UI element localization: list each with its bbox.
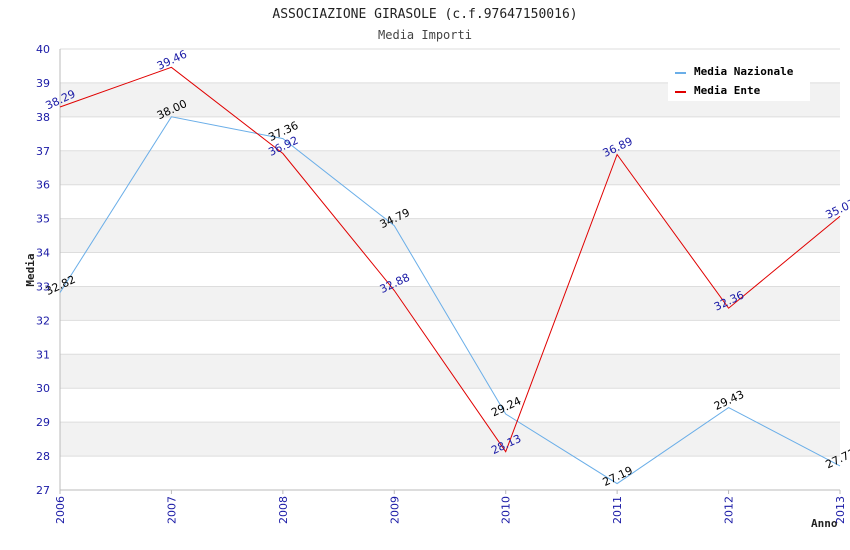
legend-item-media-nazionale: Media Nazionale (675, 65, 794, 78)
series-line-media-nazionale (59, 116, 841, 485)
x-tick-label: 2010 (500, 496, 513, 524)
x-axis-label: Anno (811, 517, 838, 530)
x-tick-label: 2009 (388, 496, 401, 524)
y-tick-label: 39 (36, 77, 50, 90)
x-axis-ticks: 2006 2007 2008 2009 2010 2011 2012 2013 (54, 490, 847, 524)
y-tick-label: 40 (36, 43, 50, 56)
y-tick-label: 37 (36, 145, 50, 158)
grid-band (60, 422, 840, 457)
y-tick-label: 28 (36, 450, 50, 463)
grid-band (60, 218, 840, 253)
grid-band (60, 252, 840, 287)
y-tick-label: 29 (36, 416, 50, 429)
legend-label-media-nazionale: Media Nazionale (694, 65, 794, 78)
x-tick-label: 2008 (277, 496, 290, 524)
grid-band (60, 320, 840, 355)
series-lines (59, 66, 841, 485)
chart-subtitle: Media Importi (378, 28, 472, 42)
x-tick-label: 2012 (723, 496, 736, 524)
grid-band (60, 456, 840, 490)
grid-band (60, 150, 840, 185)
grid-band (60, 286, 840, 321)
x-tick-label: 2006 (54, 496, 67, 524)
y-tick-label: 31 (36, 348, 50, 361)
y-tick-label: 38 (36, 111, 50, 124)
legend-box (668, 59, 810, 101)
y-tick-label: 30 (36, 382, 50, 395)
legend: Media Nazionale Media Ente (668, 59, 810, 101)
grid-bands (60, 49, 840, 490)
y-tick-label: 36 (36, 179, 50, 192)
y-tick-label: 27 (36, 484, 50, 497)
chart-title: ASSOCIAZIONE GIRASOLE (c.f.97647150016) (272, 7, 577, 22)
grid-band (60, 116, 840, 151)
y-tick-label: 35 (36, 213, 50, 226)
grid-band (60, 184, 840, 219)
y-axis-label: Media (24, 253, 37, 286)
y-tick-label: 34 (36, 247, 50, 260)
y-axis-ticks: 27 28 29 30 31 32 33 34 35 36 37 38 39 40 (36, 43, 50, 497)
legend-label-media-ente: Media Ente (694, 84, 761, 97)
legend-item-media-ente: Media Ente (675, 84, 761, 97)
grid-band (60, 388, 840, 423)
x-tick-label: 2013 (834, 496, 847, 524)
x-tick-label: 2011 (611, 496, 624, 524)
series-line-media-ente (59, 66, 841, 453)
x-tick-label: 2007 (165, 496, 178, 524)
grid-lines (60, 48, 840, 491)
y-tick-label: 33 (36, 280, 50, 293)
y-tick-label: 32 (36, 314, 50, 327)
